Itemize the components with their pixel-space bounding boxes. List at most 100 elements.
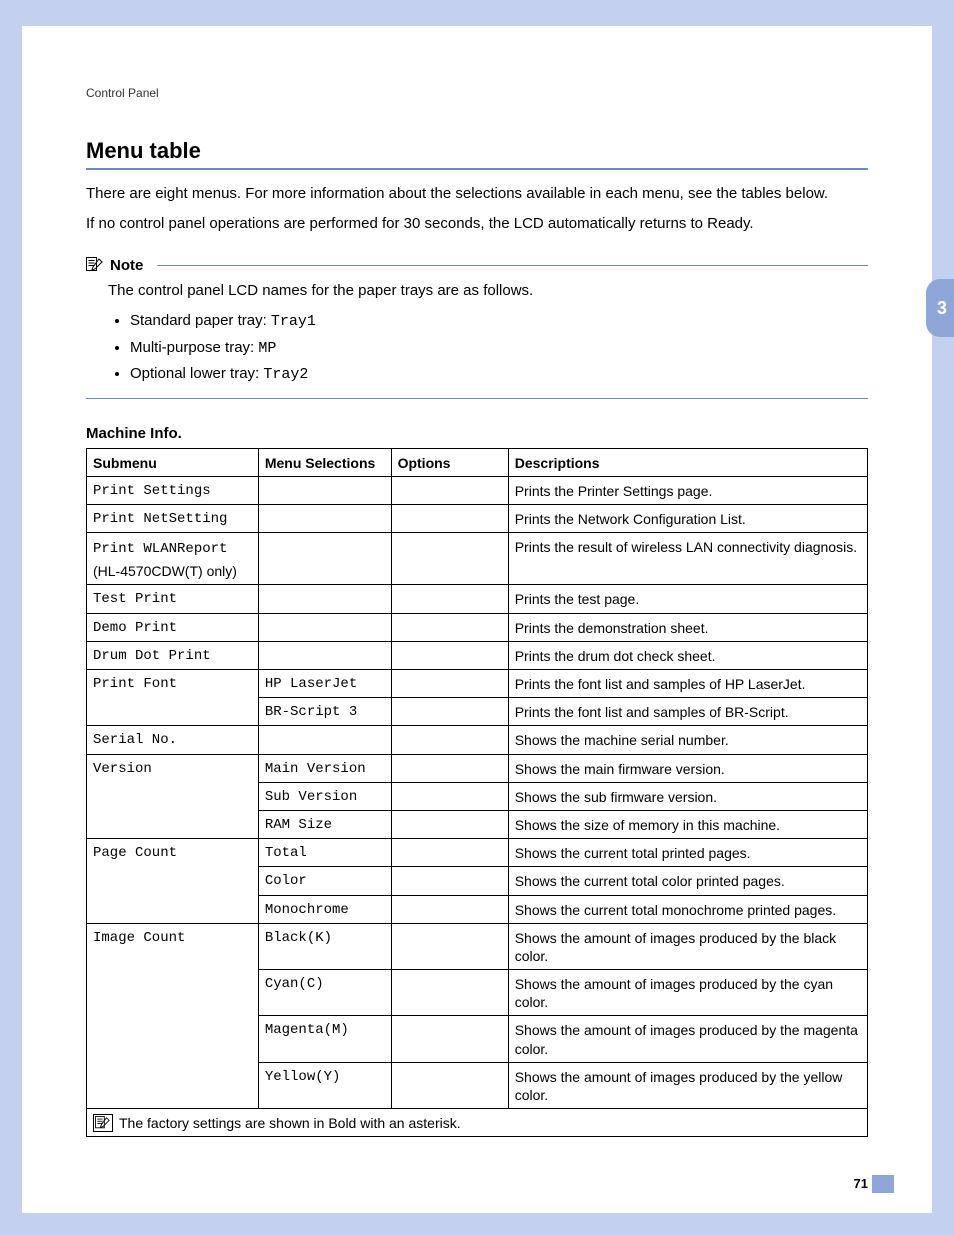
- page: Control Panel Menu table There are eight…: [22, 26, 932, 1213]
- cell-desc: Shows the current total printed pages.: [508, 839, 867, 867]
- table-footnote-cell: The factory settings are shown in Bold w…: [87, 1109, 868, 1137]
- bullet-label: Standard paper tray:: [130, 312, 271, 329]
- cell-opt: [391, 810, 508, 838]
- cell-desc: Prints the font list and samples of HP L…: [508, 670, 867, 698]
- cell-sel: Cyan(C): [258, 970, 391, 1016]
- cell-opt: [391, 698, 508, 726]
- cell-sel: HP LaserJet: [258, 670, 391, 698]
- note-end-rule: [86, 398, 868, 399]
- table-header-row: Submenu Menu Selections Options Descript…: [87, 448, 868, 476]
- cell-submenu-annotation: (HL-4570CDW(T) only): [93, 562, 252, 580]
- cell-opt: [391, 533, 508, 585]
- cell-desc: Prints the test page.: [508, 585, 867, 613]
- cell-submenu: Serial No.: [87, 726, 259, 754]
- cell-sel: [258, 476, 391, 504]
- table-row: Drum Dot Print Prints the drum dot check…: [87, 641, 868, 669]
- list-item: Optional lower tray: Tray2: [130, 361, 868, 388]
- menu-table: Submenu Menu Selections Options Descript…: [86, 448, 868, 1138]
- note-body-text: The control panel LCD names for the pape…: [108, 280, 868, 303]
- cell-opt: [391, 782, 508, 810]
- bullet-code: Tray1: [271, 313, 316, 330]
- cell-sel: Total: [258, 839, 391, 867]
- cell-desc: Prints the font list and samples of BR-S…: [508, 698, 867, 726]
- table-row: Print NetSetting Prints the Network Conf…: [87, 504, 868, 532]
- table-row: Page Count Total Shows the current total…: [87, 839, 868, 867]
- cell-sel: Color: [258, 867, 391, 895]
- cell-sel: [258, 641, 391, 669]
- cell-opt: [391, 867, 508, 895]
- bullet-label: Multi-purpose tray:: [130, 339, 258, 356]
- th-options: Options: [391, 448, 508, 476]
- cell-opt: [391, 970, 508, 1016]
- table-row: Test Print Prints the test page.: [87, 585, 868, 613]
- cell-opt: [391, 1016, 508, 1062]
- cell-desc: Prints the result of wireless LAN connec…: [508, 533, 867, 585]
- table-row: Print Settings Prints the Printer Settin…: [87, 476, 868, 504]
- cell-opt: [391, 670, 508, 698]
- cell-sel: [258, 533, 391, 585]
- cell-opt: [391, 613, 508, 641]
- cell-submenu: Print Settings: [87, 476, 259, 504]
- cell-submenu: Image Count: [87, 923, 259, 1109]
- cell-desc: Shows the machine serial number.: [508, 726, 867, 754]
- cell-opt: [391, 839, 508, 867]
- table-footnote-text: The factory settings are shown in Bold w…: [119, 1114, 461, 1132]
- cell-opt: [391, 504, 508, 532]
- note-header-rule: [157, 265, 868, 266]
- cell-sel: Sub Version: [258, 782, 391, 810]
- cell-desc: Prints the Printer Settings page.: [508, 476, 867, 504]
- cell-submenu: Drum Dot Print: [87, 641, 259, 669]
- cell-sel: [258, 613, 391, 641]
- note-bullet-list: Standard paper tray: Tray1 Multi-purpose…: [108, 308, 868, 388]
- chapter-tab: 3: [926, 279, 954, 337]
- table-row: Serial No. Shows the machine serial numb…: [87, 726, 868, 754]
- bullet-code: Tray2: [263, 366, 308, 383]
- cell-submenu: Page Count: [87, 839, 259, 924]
- list-item: Multi-purpose tray: MP: [130, 335, 868, 362]
- cell-sel: Black(K): [258, 923, 391, 969]
- cell-opt: [391, 641, 508, 669]
- cell-sel: Yellow(Y): [258, 1062, 391, 1108]
- cell-opt: [391, 476, 508, 504]
- table-row: Print WLANReport (HL-4570CDW(T) only) Pr…: [87, 533, 868, 585]
- cell-opt: [391, 726, 508, 754]
- cell-desc: Shows the amount of images produced by t…: [508, 970, 867, 1016]
- bullet-code: MP: [258, 340, 276, 357]
- cell-submenu: Print WLANReport (HL-4570CDW(T) only): [87, 533, 259, 585]
- cell-submenu: Test Print: [87, 585, 259, 613]
- table-footnote-row: The factory settings are shown in Bold w…: [87, 1109, 868, 1137]
- section-heading: Machine Info.: [86, 425, 868, 442]
- cell-opt: [391, 1062, 508, 1108]
- note-block: Note The control panel LCD names for the…: [86, 257, 868, 399]
- table-row: Version Main Version Shows the main firm…: [87, 754, 868, 782]
- table-row: Print Font HP LaserJet Prints the font l…: [87, 670, 868, 698]
- cell-desc: Shows the main firmware version.: [508, 754, 867, 782]
- cell-sel: [258, 504, 391, 532]
- cell-sel: RAM Size: [258, 810, 391, 838]
- cell-desc: Shows the amount of images produced by t…: [508, 1016, 867, 1062]
- running-header: Control Panel: [86, 86, 868, 100]
- table-row: Demo Print Prints the demonstration shee…: [87, 613, 868, 641]
- bullet-label: Optional lower tray:: [130, 365, 263, 382]
- cell-sel: Monochrome: [258, 895, 391, 923]
- page-number: 71: [854, 1176, 868, 1191]
- th-descriptions: Descriptions: [508, 448, 867, 476]
- intro-paragraph-1: There are eight menus. For more informat…: [86, 184, 868, 204]
- cell-opt: [391, 585, 508, 613]
- footnote-pencil-icon: [93, 1114, 113, 1132]
- cell-opt: [391, 923, 508, 969]
- cell-desc: Shows the size of memory in this machine…: [508, 810, 867, 838]
- intro-paragraph-2: If no control panel operations are perfo…: [86, 214, 868, 234]
- table-row: Image Count Black(K) Shows the amount of…: [87, 923, 868, 969]
- cell-opt: [391, 895, 508, 923]
- title-rule: [86, 168, 868, 170]
- cell-submenu-code: Print WLANReport: [93, 541, 227, 557]
- cell-desc: Prints the demonstration sheet.: [508, 613, 867, 641]
- cell-submenu: Demo Print: [87, 613, 259, 641]
- cell-desc: Prints the drum dot check sheet.: [508, 641, 867, 669]
- note-pencil-icon: [86, 257, 104, 273]
- note-label: Note: [110, 257, 143, 274]
- page-number-bar: [872, 1175, 894, 1193]
- cell-submenu: Print NetSetting: [87, 504, 259, 532]
- cell-desc: Shows the amount of images produced by t…: [508, 923, 867, 969]
